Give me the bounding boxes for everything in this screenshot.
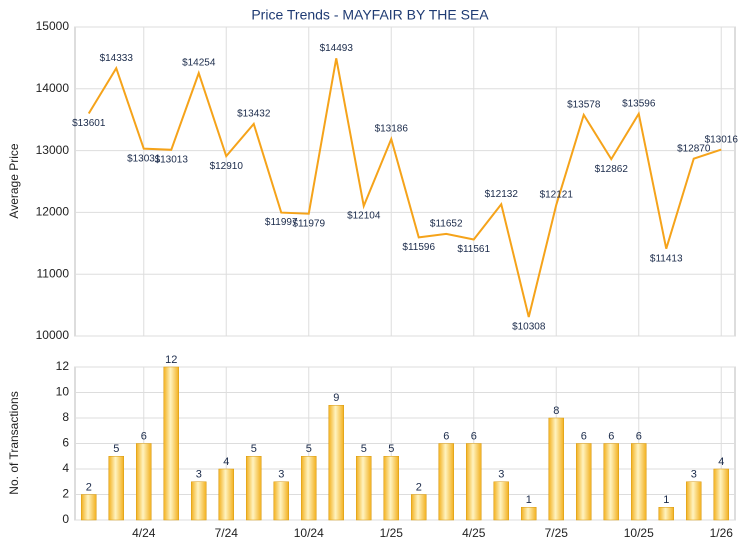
x-tick-label: 4/24 <box>132 526 156 540</box>
x-tick-label: 4/25 <box>462 526 486 540</box>
bar <box>411 494 427 521</box>
y-tick-label: 14000 <box>36 81 70 95</box>
bar <box>163 366 179 521</box>
bar <box>493 481 509 521</box>
y-axis-label: No. of Transactions <box>7 391 21 494</box>
data-label: $13013 <box>155 154 189 165</box>
bar <box>438 443 454 521</box>
x-tick-label: 1/26 <box>710 526 734 540</box>
data-label: 12 <box>165 354 177 366</box>
bar <box>108 456 124 521</box>
bar <box>218 468 234 521</box>
x-tick-label: 7/25 <box>545 526 569 540</box>
y-tick-label: 10 <box>56 385 70 399</box>
data-label: $13031 <box>127 153 161 164</box>
data-label: 2 <box>416 481 422 493</box>
x-tick-label: 7/24 <box>215 526 239 540</box>
data-label: 6 <box>141 430 147 442</box>
bar <box>328 405 344 521</box>
y-tick-label: 11000 <box>37 266 70 280</box>
data-label: 1 <box>663 494 669 506</box>
data-label: $11413 <box>650 253 683 264</box>
data-label: $14333 <box>100 53 134 64</box>
line <box>87 58 722 318</box>
data-label: $13432 <box>237 109 271 120</box>
data-label: 3 <box>691 469 697 481</box>
data-label: $13578 <box>567 100 601 111</box>
bar <box>273 481 289 521</box>
x-tick-label: 10/24 <box>294 526 324 540</box>
data-label: 5 <box>361 443 367 455</box>
bar <box>658 507 674 521</box>
y-tick-label: 12 <box>56 359 70 373</box>
bar <box>603 443 619 521</box>
data-label: $11997 <box>265 217 298 228</box>
data-label: $11596 <box>402 242 435 253</box>
data-label: $12121 <box>540 190 574 201</box>
bar <box>81 494 97 521</box>
data-label: $14493 <box>320 43 354 54</box>
data-label: $12132 <box>485 189 519 200</box>
data-label: $12104 <box>347 211 381 222</box>
data-label: 5 <box>388 443 394 455</box>
data-label: 6 <box>581 430 587 442</box>
data-label: $12870 <box>677 143 711 154</box>
data-label: $13601 <box>72 118 106 129</box>
bar <box>631 443 647 521</box>
data-label: $12910 <box>210 161 244 172</box>
y-tick-label: 8 <box>62 410 69 424</box>
y-tick-label: 2 <box>62 487 69 501</box>
bar <box>246 456 262 521</box>
data-label: $11979 <box>292 218 325 229</box>
data-label: 3 <box>498 469 504 481</box>
y-tick-label: 12000 <box>36 205 70 219</box>
bar <box>521 507 537 521</box>
bar <box>136 443 152 521</box>
data-label: 5 <box>306 443 312 455</box>
bar <box>466 443 482 521</box>
bar <box>713 468 729 521</box>
chart-title: Price Trends - MAYFAIR BY THE SEA <box>251 7 489 23</box>
bar <box>383 456 399 521</box>
data-label: 8 <box>553 405 559 417</box>
data-label: 6 <box>608 430 614 442</box>
bar <box>356 456 372 521</box>
bar <box>686 481 702 521</box>
data-label: $13016 <box>705 134 739 145</box>
y-tick-label: 10000 <box>36 328 70 342</box>
bar <box>191 481 207 521</box>
data-label: 1 <box>526 494 532 506</box>
data-label: $11561 <box>457 244 490 255</box>
data-label: $14254 <box>182 58 216 69</box>
data-label: 4 <box>223 456 229 468</box>
bar <box>548 417 564 521</box>
data-label: 2 <box>86 481 92 493</box>
bar <box>576 443 592 521</box>
data-label: 9 <box>333 392 339 404</box>
data-label: $12862 <box>595 164 629 175</box>
data-label: 6 <box>471 430 477 442</box>
data-label: $13186 <box>375 124 409 135</box>
data-label: 6 <box>443 430 449 442</box>
y-axis-label: Average Price <box>7 143 21 218</box>
data-label: 3 <box>196 469 202 481</box>
data-label: 6 <box>636 430 642 442</box>
data-label: 5 <box>113 443 119 455</box>
data-label: $10308 <box>512 322 546 333</box>
y-tick-label: 15000 <box>36 19 70 33</box>
y-tick-label: 4 <box>62 461 69 475</box>
data-label: 5 <box>251 443 257 455</box>
data-label: $11652 <box>430 219 463 230</box>
data-label: $13596 <box>622 98 656 109</box>
plot-area <box>74 26 736 337</box>
data-label: 4 <box>718 456 724 468</box>
x-tick-label: 10/25 <box>624 526 654 540</box>
bar <box>301 456 317 521</box>
data-label: 3 <box>278 469 284 481</box>
x-tick-label: 1/25 <box>380 526 404 540</box>
y-tick-label: 6 <box>62 436 69 450</box>
y-tick-label: 13000 <box>36 143 70 157</box>
y-tick-label: 0 <box>62 512 69 526</box>
